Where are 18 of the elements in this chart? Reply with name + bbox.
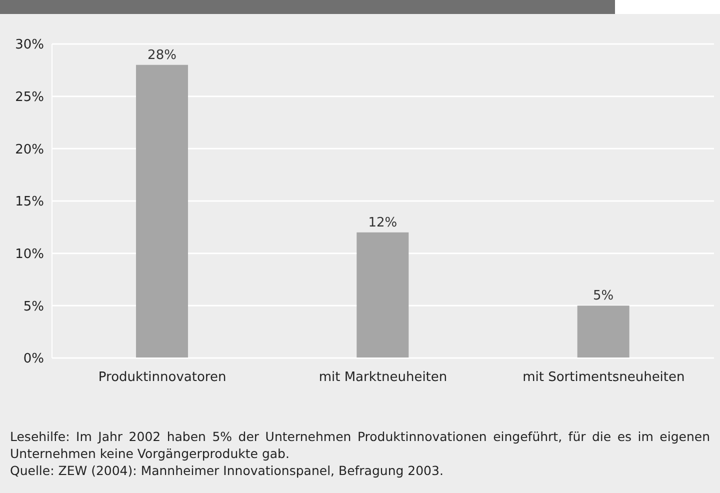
y-tick-label: 5% xyxy=(23,299,44,314)
y-tick-label: 15% xyxy=(15,194,44,210)
source-note: Quelle: ZEW (2004): Mannheimer Innovationspanel, Befragung 2003. xyxy=(10,462,444,479)
x-tick-label: mit Marktneuheiten xyxy=(318,370,448,386)
y-tick-label: 0% xyxy=(23,352,44,367)
x-tick-label: Produktinnovatoren xyxy=(98,370,226,386)
data-label: 5% xyxy=(593,288,614,304)
bar xyxy=(577,306,630,358)
x-tick-label: mit Sortimentsneuheiten xyxy=(522,370,685,386)
y-tick-label: 30% xyxy=(15,38,44,53)
data-label: 12% xyxy=(368,215,398,230)
bar xyxy=(356,232,409,358)
y-tick-label: 20% xyxy=(15,142,44,158)
data-label: 28% xyxy=(148,48,176,63)
bar xyxy=(136,64,188,358)
y-tick-label: 10% xyxy=(15,246,44,262)
text: Lesehilfe: Im Jahr 2002 haben 5% der Unternehmen Produktinnovationen eingeführt, für die es im eigenen Unternehmen keine Vorgängerprodukte gab. xyxy=(10,428,710,462)
y-tick-label: 25% xyxy=(15,90,44,105)
